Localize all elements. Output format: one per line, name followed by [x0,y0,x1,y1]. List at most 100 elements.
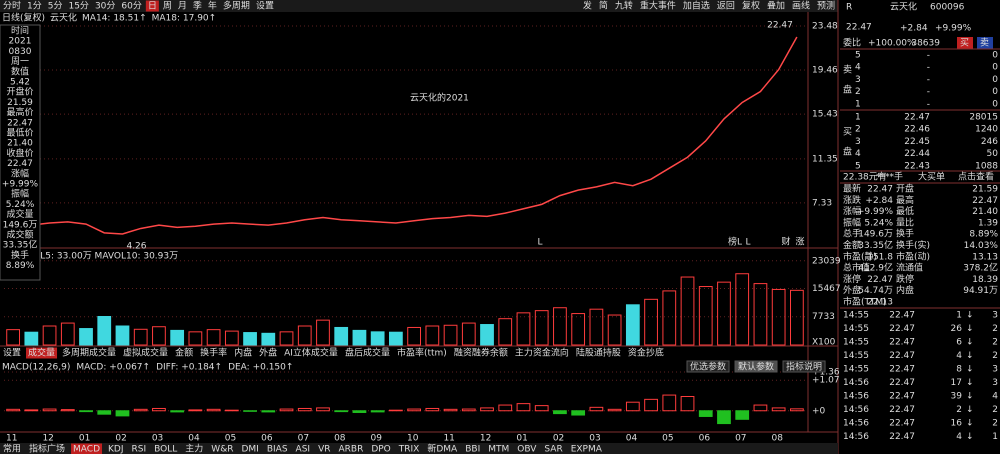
volume-tab[interactable]: AI立体成交量 [284,347,338,359]
period-tab[interactable]: 月 [178,1,187,12]
period-tab[interactable]: 年 [208,0,217,12]
volume-bar [717,281,731,346]
macd-bar [625,401,640,412]
event-marker[interactable]: 财 [781,236,790,248]
indicator-tab[interactable]: KDJ [108,445,124,454]
indicator-tab[interactable]: BOLL [154,445,177,454]
volume-tab[interactable]: 融资融券余额 [454,347,508,359]
volume-tab[interactable]: 外盘 [259,347,277,359]
sell-button[interactable]: 卖 [980,38,989,49]
volume-tab[interactable]: 多周期成交量 [62,347,116,359]
action[interactable]: 加自选 [683,0,710,12]
info-value: 2021 [9,37,32,47]
trade-price: 22.47 [889,351,915,361]
action[interactable]: 返回 [717,0,735,12]
macd-button-bg [686,360,730,373]
big-order[interactable]: 点击查看 [958,171,994,183]
period-tab[interactable]: 分时 [3,0,21,12]
indicator-tab[interactable]: BBI [465,445,480,454]
volume-tab[interactable]: 内盘 [234,347,252,359]
macd-bar [97,410,112,415]
indicator-tab[interactable]: MACD [73,445,100,454]
macd-bar [480,407,494,412]
indicator-tab[interactable]: ASI [296,445,311,454]
macd-button[interactable]: 默认参数 [738,361,774,373]
volume-tab[interactable]: 金额 [175,347,193,359]
period-tab[interactable]: 1分 [27,1,42,12]
volume-bar [498,318,513,346]
period-tab[interactable]: 设置 [256,1,274,12]
indicator-tab[interactable]: VR [318,445,330,454]
info-label: 最高价 [6,106,33,118]
side-label: 买 [843,127,852,138]
action[interactable]: 九转 [615,0,633,12]
macd-bar [753,404,768,412]
period-tab[interactable]: 60分 [121,1,141,12]
period-tab[interactable]: 30分 [95,1,115,12]
volume-tab[interactable]: 虚拟成交量 [123,347,168,359]
stat-label: 最高 [896,194,914,206]
side-label: 卖 [843,65,852,76]
indicator-tab[interactable]: DMI [241,445,258,454]
stat-value: 18.39 [972,275,998,285]
period-tab[interactable]: 5分 [48,1,63,12]
stat-label: 最新 [843,183,861,195]
buy-button[interactable]: 买 [960,38,969,49]
event-marker[interactable]: 榜L [728,236,742,248]
macd-button[interactable]: 指标说明 [786,361,822,373]
volume-tab[interactable]: 主力资金流向 [515,347,569,359]
macd-bar [206,408,221,412]
volume-tab[interactable]: 盘后成交量 [345,347,390,359]
macd-bar [352,410,367,413]
period-tab[interactable]: 周 [163,1,172,12]
indicator-tab[interactable]: 主力 [185,443,203,454]
indicator-tab[interactable]: OBV [517,445,537,454]
indicator-tab[interactable]: 常用 [3,443,21,454]
period-tab[interactable]: 多周期 [223,0,250,12]
event-marker[interactable]: 涨 [795,237,804,248]
volume-tab[interactable]: 设置 [3,348,21,359]
period-tab[interactable]: 15分 [68,1,88,12]
indicator-tab[interactable]: 新DMA [427,443,458,454]
trade-count: 2 [992,419,998,429]
stock-name: 云天化 [890,1,917,13]
volume-bar [534,310,549,346]
volume-tab[interactable]: 陆股通持股 [576,347,621,359]
indicator-tab[interactable]: W&R [211,445,233,454]
volume-tab[interactable]: 成交量 [28,347,55,359]
period-tab[interactable]: 季 [193,0,202,12]
indicator-tab[interactable]: EXPMA [571,445,603,454]
indicator-tab[interactable]: TRIX [398,445,420,454]
indicator-tab[interactable]: DPO [371,445,390,454]
volume-tab[interactable]: 资金抄底 [628,347,664,359]
macd-button[interactable]: 优选参数 [690,361,726,373]
macd-bar [316,407,330,412]
action[interactable]: 画线 [792,0,810,12]
action[interactable]: 预测 [817,1,835,12]
action[interactable]: 发 [583,0,592,12]
indicator-tab[interactable]: SAR [544,445,562,454]
event-marker[interactable]: L [537,238,542,248]
trade-price: 22.47 [889,419,915,429]
indicator-tab[interactable]: BIAS [267,445,288,454]
action[interactable]: 简 [599,0,608,12]
action[interactable]: 重大事件 [640,0,676,12]
period-tab[interactable]: 日 [148,1,157,12]
trade-dir: ↓ [966,311,974,321]
macd-bar [6,408,20,412]
indicator-tab[interactable]: RSI [132,445,147,454]
stat-value: 151.8 [867,252,893,262]
volume-tab[interactable]: 换手率 [200,347,227,359]
indicator-tab[interactable]: ARBR [338,445,363,454]
stat-label: 外盘 [843,284,861,296]
indicator-tab[interactable]: MTM [488,445,509,454]
action[interactable]: 复权 [742,0,760,12]
indicator-tab[interactable]: 指标广场 [29,443,65,454]
stat-label: 涨幅 [843,205,861,217]
level-volume: 1088 [975,161,998,171]
event-marker[interactable]: L [745,238,750,248]
macd-bar [644,398,658,412]
action[interactable]: 叠加 [767,1,785,12]
change-pct: +9.99% [935,24,972,34]
volume-tab[interactable]: 市盈率(ttm) [397,347,447,359]
